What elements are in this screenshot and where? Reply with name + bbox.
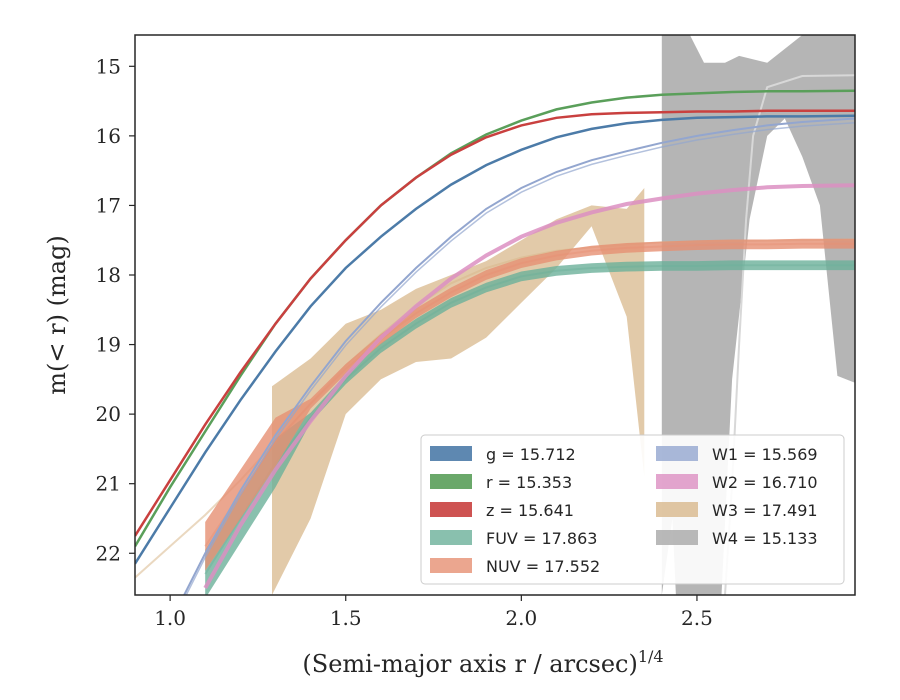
y-tick-label: 17	[96, 193, 121, 217]
x-tick-label: 1.0	[154, 606, 186, 630]
legend-label-w4: W4 = 15.133	[712, 529, 818, 548]
y-tick-label: 18	[96, 263, 121, 287]
legend-label-w2: W2 = 16.710	[712, 473, 818, 492]
legend-swatch-w3	[656, 502, 698, 517]
legend-label-w1: W1 = 15.569	[712, 445, 818, 464]
y-tick-label: 19	[96, 333, 121, 357]
axes: 1.0 1.5 2.0 2.5 15 16 17 18 19 20 21 22	[96, 54, 713, 630]
legend-swatch-nuv	[430, 558, 472, 573]
legend-items: g = 15.712 r = 15.353 z = 15.641 FUV = 17.8…	[430, 445, 818, 576]
legend-swatch-w1	[656, 446, 698, 461]
x-tick-label: 2.0	[505, 606, 537, 630]
x-tick-label: 2.5	[681, 606, 713, 630]
y-tick-label: 16	[96, 124, 121, 148]
x-axis-title: (Semi-major axis r / arcsec)1/4	[302, 647, 663, 678]
x-tick-label: 1.5	[330, 606, 362, 630]
legend: g = 15.712 r = 15.353 z = 15.641 FUV = 17.8…	[420, 434, 845, 585]
y-tick-label: 20	[96, 402, 121, 426]
series-g-line	[135, 114, 855, 565]
legend-label-z: z = 15.641	[486, 501, 574, 520]
legend-label-nuv: NUV = 17.552	[486, 557, 600, 576]
legend-swatch-w2	[656, 474, 698, 489]
y-tick-label: 15	[96, 54, 121, 78]
legend-swatch-z	[430, 502, 472, 517]
series-w3-band	[272, 188, 645, 595]
series-z-line	[135, 109, 855, 537]
legend-label-g: g = 15.712	[486, 445, 576, 464]
legend-label-fuv: FUV = 17.863	[486, 529, 597, 548]
series-w1-line-alt	[185, 121, 855, 595]
y-axis-title: m(< r) (mag)	[43, 235, 71, 394]
legend-swatch-r	[430, 474, 472, 489]
legend-label-w3: W3 = 17.491	[712, 501, 818, 520]
x-axis-title-exponent: 1/4	[638, 647, 664, 666]
x-axis-title-text: (Semi-major axis r / arcsec)	[302, 650, 637, 678]
y-tick-label: 22	[96, 541, 121, 565]
legend-swatch-fuv	[430, 530, 472, 545]
plot-frame	[134, 34, 856, 596]
series-w2-line	[203, 183, 855, 589]
legend-box	[420, 434, 845, 585]
y-tick-label: 21	[96, 472, 121, 496]
legend-label-r: r = 15.353	[486, 473, 572, 492]
legend-swatch-w4	[656, 530, 698, 545]
legend-swatch-g	[430, 446, 472, 461]
series-w1-line	[183, 117, 855, 595]
series-r-line	[135, 89, 855, 547]
